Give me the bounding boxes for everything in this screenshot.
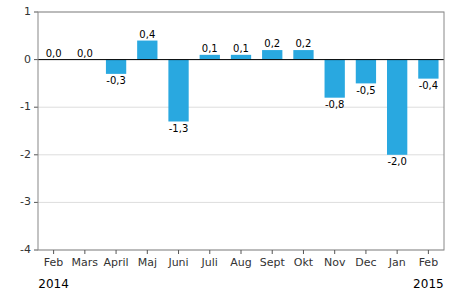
x-tick-label: Jan [388,256,406,269]
x-tick-label: Dec [355,256,376,269]
x-tick [84,250,85,254]
bar [231,55,251,60]
x-tick-label: Juli [201,256,218,269]
data-label: 0,2 [296,38,312,49]
y-tick-label: 1 [24,5,31,18]
x-tick [272,250,273,254]
data-label: 0,1 [202,43,218,54]
x-tick-label: Feb [44,256,63,269]
x-tick-label: Aug [230,256,251,269]
y-tick-label: -3 [20,195,31,208]
y-tick [34,154,38,155]
data-label: 0,0 [77,48,93,59]
x-tick [397,250,398,254]
x-tick-label: Mars [72,256,99,269]
x-tick [241,250,242,254]
grid-line [38,59,444,60]
bar [387,60,407,155]
data-label: 0,4 [139,29,155,40]
bar [200,55,220,60]
x-tick [147,250,148,254]
annotation: 2015 [413,277,444,291]
bar [418,60,438,79]
data-label: 0,2 [264,38,280,49]
y-tick [34,107,38,108]
y-tick [34,202,38,203]
bar [293,50,313,60]
x-tick-label: Feb [419,256,438,269]
grid-line [38,107,444,108]
x-tick [116,250,117,254]
x-tick-label: Nov [324,256,346,269]
data-label: 0,1 [233,43,249,54]
y-tick-label: -1 [20,100,31,113]
y-tick [34,12,38,13]
data-label: 0,0 [46,48,62,59]
y-tick-label: -2 [20,148,31,161]
y-tick-label: 0 [24,53,31,66]
chart: -4 -3 -2 -1 0 1 0,0 0,0 -0,3 0,4 -1,3 0,1 0,1 0,2 0,2 -… [0,0,454,302]
data-label: -0,4 [419,80,439,91]
x-tick [303,250,304,254]
data-label: -2,0 [387,156,407,167]
page: {"chart_data": {"type": "bar", "categori… [0,0,454,302]
y-tick-label: -4 [20,243,31,256]
annotation: 2014 [38,277,69,291]
x-tick [428,250,429,254]
x-tick [178,250,179,254]
zero-line [38,59,444,60]
data-label: -0,8 [325,99,345,110]
bar [356,60,376,84]
data-label: -1,3 [169,123,189,134]
bar [168,60,188,122]
y-tick [34,59,38,60]
bar [325,60,345,98]
grid-line [38,202,444,203]
data-label: -0,5 [356,85,376,96]
data-label: -0,3 [106,75,126,86]
bar [106,60,126,74]
plot-frame [38,12,444,250]
x-tick [209,250,210,254]
x-tick-label: Okt [294,256,314,269]
x-tick [365,250,366,254]
x-tick-label: April [103,256,128,269]
x-tick-label: Juni [167,256,188,269]
bar [137,41,157,60]
y-tick [34,250,38,251]
grid-line [38,154,444,155]
x-tick [53,250,54,254]
x-tick [334,250,335,254]
x-tick-label: Sept [260,256,286,269]
x-tick-label: Maj [138,256,157,269]
bar [262,50,282,60]
